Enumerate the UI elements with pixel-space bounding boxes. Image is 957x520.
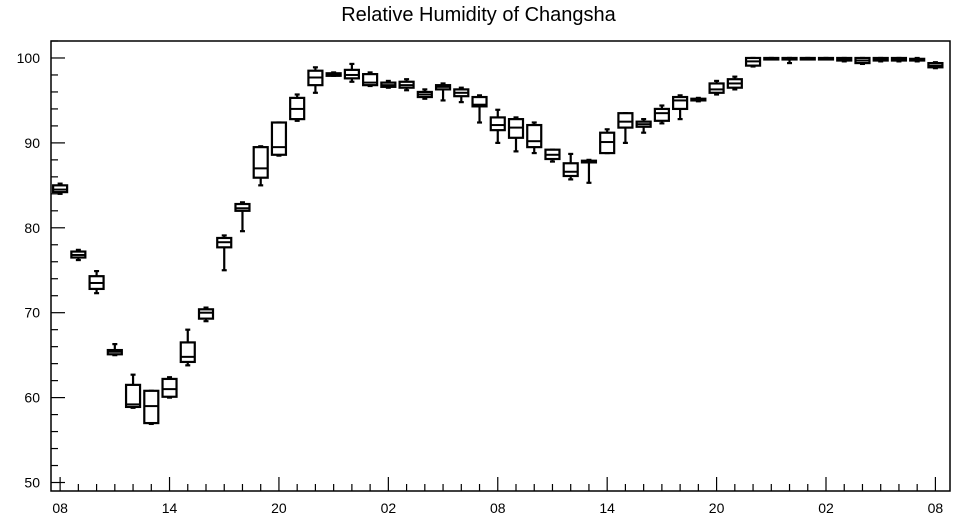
x-tick-label: 02: [818, 500, 834, 516]
box: [672, 95, 689, 111]
x-tick-label: 02: [381, 500, 397, 516]
box: [489, 116, 506, 132]
x-tick-label: 08: [52, 500, 68, 516]
box: [708, 82, 725, 94]
y-tick-label: 80: [24, 220, 40, 236]
x-tick-label: 20: [271, 500, 287, 516]
chart-title: Relative Humidity of Changsha: [341, 4, 616, 26]
x-tick-label: 14: [162, 500, 178, 516]
box: [526, 123, 543, 149]
box: [179, 341, 196, 364]
box: [270, 121, 288, 156]
y-tick-label: 70: [24, 305, 40, 321]
x-tick-label: 14: [599, 500, 615, 516]
y-tick-label: 90: [24, 135, 40, 151]
y-tick-label: 50: [24, 475, 40, 491]
box: [362, 73, 379, 87]
box: [471, 95, 488, 108]
box: [653, 107, 670, 122]
x-tick-label: 08: [490, 500, 506, 516]
x-tick-label: 08: [928, 500, 944, 516]
box: [617, 112, 634, 129]
y-tick-label: 100: [17, 50, 41, 66]
box: [252, 146, 269, 179]
y-tick-label: 60: [24, 390, 40, 406]
box: [161, 377, 178, 398]
box: [124, 383, 142, 409]
box: [197, 308, 215, 320]
plot-frame: [50, 40, 951, 492]
x-tick-label: 20: [709, 500, 725, 516]
box: [562, 162, 579, 178]
